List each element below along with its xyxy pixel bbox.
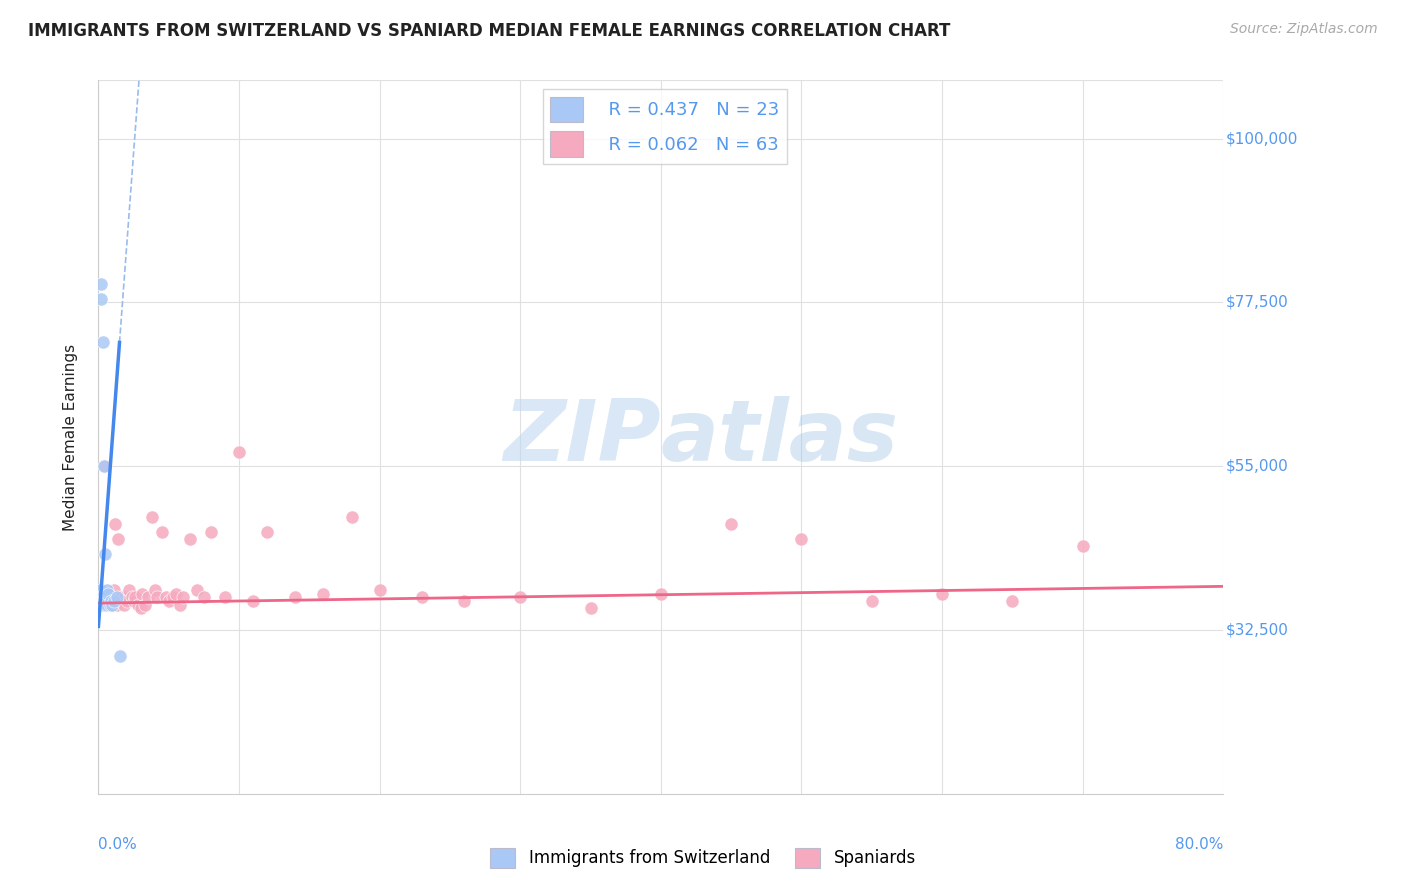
Point xyxy=(172,591,194,605)
Point xyxy=(103,582,125,597)
Point xyxy=(169,598,191,612)
Point xyxy=(90,292,112,306)
Point xyxy=(136,591,159,605)
Point xyxy=(256,524,278,539)
Point xyxy=(94,591,117,605)
Point xyxy=(312,587,335,601)
Point xyxy=(931,587,953,601)
Legend: Immigrants from Switzerland, Spaniards: Immigrants from Switzerland, Spaniards xyxy=(484,841,922,875)
Point xyxy=(105,598,128,612)
Point xyxy=(91,594,114,608)
Point xyxy=(186,582,208,597)
Point xyxy=(91,598,114,612)
Point xyxy=(105,591,128,605)
Text: ZIP: ZIP xyxy=(503,395,661,479)
Point xyxy=(103,594,125,608)
Point xyxy=(157,594,180,608)
Point xyxy=(411,591,433,605)
Point xyxy=(98,598,121,612)
Text: Source: ZipAtlas.com: Source: ZipAtlas.com xyxy=(1230,22,1378,37)
Point xyxy=(93,587,115,601)
Point xyxy=(97,587,120,601)
Point xyxy=(96,582,118,597)
Point xyxy=(165,587,187,601)
Point xyxy=(179,532,201,546)
Point xyxy=(143,582,166,597)
Point xyxy=(122,594,145,608)
Point xyxy=(90,277,112,292)
Point xyxy=(193,591,215,605)
Point xyxy=(790,532,813,546)
Point xyxy=(94,598,117,612)
Y-axis label: Median Female Earnings: Median Female Earnings xyxy=(63,343,77,531)
Point xyxy=(90,582,112,597)
Point xyxy=(100,594,122,608)
Point xyxy=(150,524,173,539)
Point xyxy=(284,591,307,605)
Point xyxy=(124,591,146,605)
Point xyxy=(93,591,115,605)
Point xyxy=(93,459,115,474)
Point xyxy=(100,591,122,605)
Point xyxy=(200,524,222,539)
Point xyxy=(228,444,250,458)
Point xyxy=(108,594,131,608)
Point xyxy=(242,594,264,608)
Point xyxy=(118,582,141,597)
Point xyxy=(101,594,124,608)
Point xyxy=(1071,539,1094,553)
Point xyxy=(1001,594,1024,608)
Point xyxy=(131,587,153,601)
Point xyxy=(368,582,391,597)
Point xyxy=(860,594,883,608)
Point xyxy=(89,594,111,608)
Point xyxy=(94,598,117,612)
Text: $55,000: $55,000 xyxy=(1226,458,1288,474)
Point xyxy=(96,598,118,612)
Legend:   R = 0.437   N = 23,   R = 0.062   N = 63: R = 0.437 N = 23, R = 0.062 N = 63 xyxy=(543,89,787,164)
Point xyxy=(114,591,136,605)
Point xyxy=(579,601,602,615)
Point xyxy=(141,510,163,524)
Point xyxy=(110,591,132,605)
Point xyxy=(97,587,120,601)
Point xyxy=(93,594,115,608)
Point xyxy=(720,517,742,532)
Point xyxy=(108,648,131,663)
Point xyxy=(453,594,475,608)
Text: 80.0%: 80.0% xyxy=(1175,837,1223,852)
Point xyxy=(94,459,117,474)
Point xyxy=(146,591,169,605)
Text: IMMIGRANTS FROM SWITZERLAND VS SPANIARD MEDIAN FEMALE EARNINGS CORRELATION CHART: IMMIGRANTS FROM SWITZERLAND VS SPANIARD … xyxy=(28,22,950,40)
Point xyxy=(121,591,143,605)
Point xyxy=(94,547,117,561)
Point xyxy=(107,532,129,546)
Point xyxy=(91,591,114,605)
Point xyxy=(155,591,177,605)
Point xyxy=(340,510,363,524)
Point xyxy=(162,591,184,605)
Point xyxy=(650,587,672,601)
Text: 0.0%: 0.0% xyxy=(98,837,138,852)
Point xyxy=(509,591,531,605)
Text: $77,500: $77,500 xyxy=(1226,295,1288,310)
Point xyxy=(134,598,156,612)
Point xyxy=(112,598,135,612)
Point xyxy=(104,517,127,532)
Point xyxy=(91,335,114,350)
Text: atlas: atlas xyxy=(661,395,898,479)
Point xyxy=(214,591,236,605)
Point xyxy=(127,598,149,612)
Point xyxy=(115,594,138,608)
Text: $32,500: $32,500 xyxy=(1226,623,1288,638)
Point xyxy=(89,582,111,597)
Point xyxy=(129,601,152,615)
Point xyxy=(111,594,134,608)
Point xyxy=(96,591,118,605)
Point xyxy=(101,598,124,612)
Point xyxy=(89,594,111,608)
Point xyxy=(98,598,121,612)
Point xyxy=(96,591,118,605)
Text: $100,000: $100,000 xyxy=(1226,131,1298,146)
